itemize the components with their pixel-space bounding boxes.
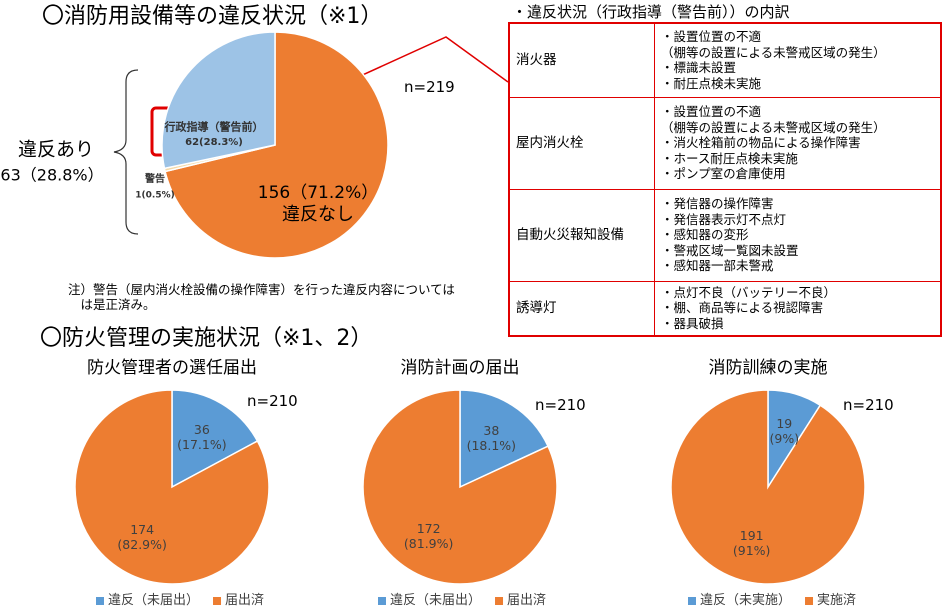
n-label: n=219: [404, 78, 455, 96]
chart-title: 防火管理者の選任届出: [87, 357, 257, 378]
slice-label: 違反なし: [282, 204, 354, 226]
legend-label: 違反（未実施）: [700, 593, 792, 608]
legend-swatch: [688, 597, 696, 605]
value-label: 36 (17.1%): [177, 422, 227, 453]
chart-title: 消防訓練の実施: [708, 357, 828, 378]
row-header: 屋内消火栓: [508, 96, 655, 190]
legend-swatch: [213, 597, 222, 605]
value-label: 38 (18.1%): [466, 422, 517, 453]
n-label: n=210: [843, 396, 894, 414]
legend-swatch: [805, 597, 814, 605]
legend-swatch: [378, 597, 386, 605]
n-label: n=210: [247, 392, 298, 410]
legend-label: 違反（未届出）: [108, 593, 200, 608]
slice-label: 警告: [145, 174, 165, 185]
pie-slice: [362, 389, 558, 585]
legend-label: 届出済: [507, 593, 547, 608]
legend-swatch: [96, 597, 104, 605]
group-label: 違反あり: [17, 138, 95, 161]
slice-label: 行政指導（警告前）: [164, 120, 264, 134]
n-label: n=210: [535, 396, 586, 414]
legend-label: 実施済: [817, 593, 857, 608]
bracket: [113, 69, 139, 235]
pie-slice: [164, 31, 389, 259]
value-label: 172 (81.9%): [403, 521, 454, 552]
value-label: 156（71.2%）: [257, 182, 379, 203]
legend-label: 違反（未届出）: [390, 593, 482, 608]
legend-swatch: [495, 597, 504, 605]
row-items: ・発信器の操作障害 ・発信器表示灯不点灯 ・感知器の変形 ・警戒区域一覧図未設置…: [654, 188, 942, 282]
value-label: 191 (91%): [732, 527, 771, 558]
value-label: 1(0.5%): [135, 190, 175, 201]
value-label: 174 (82.9%): [117, 521, 167, 552]
pie-slice: [459, 389, 550, 489]
row-items: ・点灯不良（バッテリー不良） ・棚、商品等による視認障害 ・器具破損: [654, 280, 942, 337]
table-row: 屋内消火栓 ・設置位置の不適 （棚等の設置による未警戒区域の発生） ・消火栓箱前の…: [508, 96, 942, 190]
note: 注）警告（屋内消火栓設備の操作障害）を行った違反内容については は是正済み。: [68, 282, 455, 312]
section-title: 〇防火管理の実施状況（※1、2）: [40, 326, 373, 351]
row-items: ・設置位置の不適 （棚等の設置による未警戒区域の発生） ・消火栓箱前の物品による…: [654, 96, 942, 190]
chart-title: 消防計画の届出: [400, 357, 520, 378]
table-caption: ・違反状況（行政指導（警告前））の内訳: [512, 3, 790, 21]
table-row: 誘導灯 ・点灯不良（バッテリー不良） ・棚、商品等による視認障害 ・器具破損: [508, 280, 942, 337]
section-title: 〇消防用設備等の違反状況（※1）: [42, 4, 383, 29]
pie-slice: [74, 389, 270, 585]
value-label: 19 (9%): [769, 416, 800, 447]
legend-label: 届出済: [225, 593, 265, 608]
row-header: 自動火災報知設備: [508, 188, 655, 282]
group-value-label: 63（28.8%）: [0, 165, 104, 185]
value-label: 62(28.3%): [185, 137, 243, 148]
row-header: 消火器: [508, 22, 655, 98]
row-items: ・設置位置の不適 （棚等の設置による未警戒区域の発生） ・標識未設置 ・耐圧点検…: [654, 22, 942, 98]
pie-slice: [161, 31, 276, 170]
row-header: 誘導灯: [508, 280, 655, 337]
violation-table: 消火器 ・設置位置の不適 （棚等の設置による未警戒区域の発生） ・標識未設置 ・耐…: [508, 22, 942, 337]
pie-slice: [171, 389, 259, 489]
table-row: 消火器 ・設置位置の不適 （棚等の設置による未警戒区域の発生） ・標識未設置 ・耐…: [508, 22, 942, 98]
table-row: 自動火災報知設備 ・発信器の操作障害 ・発信器表示灯不点灯 ・感知器の変形 ・警戒…: [508, 188, 942, 282]
pie-slice: [670, 389, 866, 585]
